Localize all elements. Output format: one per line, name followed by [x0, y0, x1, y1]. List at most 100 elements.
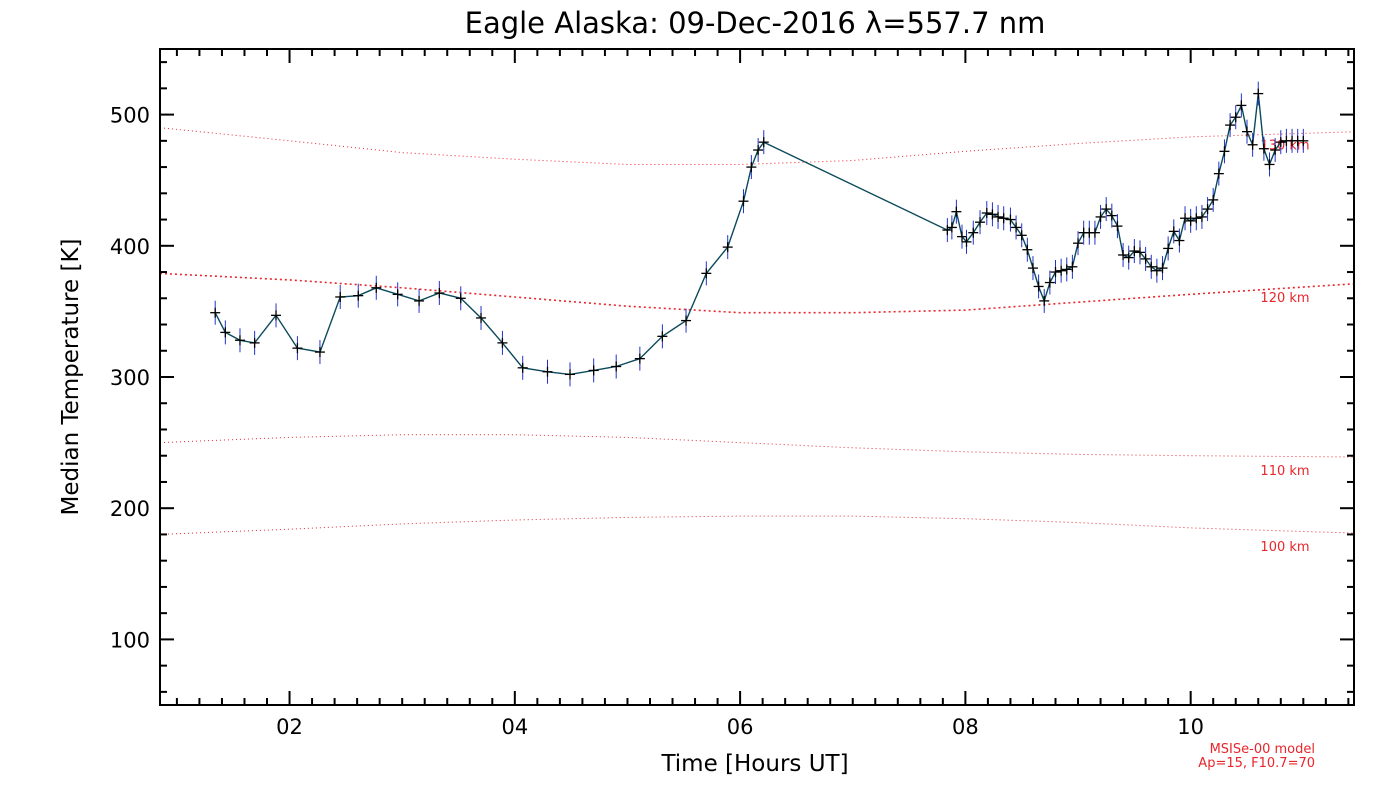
data-point: [392, 282, 403, 307]
data-point: [1056, 258, 1067, 283]
data-point: [1225, 113, 1236, 138]
data-point: [998, 206, 1009, 231]
x-tick-label: 02: [276, 715, 303, 739]
data-point: [722, 235, 733, 260]
data-point: [611, 354, 622, 379]
y-tick-label: 200: [110, 497, 150, 521]
data-point: [1270, 138, 1281, 163]
data-point: [1174, 228, 1185, 253]
data-point: [758, 130, 769, 155]
y-tick-label: 500: [110, 104, 150, 128]
data-point: [1101, 197, 1112, 222]
data-point: [414, 288, 425, 313]
data-point: [1095, 204, 1106, 229]
data-point: [1202, 197, 1213, 222]
data-point: [1106, 203, 1117, 228]
data-point: [588, 358, 599, 383]
data-point: [1219, 139, 1230, 164]
data-point: [753, 138, 764, 163]
data-point: [701, 261, 712, 286]
x-tick-label: 04: [501, 715, 528, 739]
data-point: [1275, 130, 1286, 155]
data-point: [961, 229, 972, 254]
data-point: [987, 202, 998, 227]
model-curve-label: 120 km: [1260, 291, 1309, 306]
data-point: [1118, 242, 1129, 267]
data-point: [951, 199, 962, 224]
data-point: [210, 300, 221, 325]
data-point: [1011, 215, 1022, 240]
model-curve: [159, 272, 1355, 314]
data-point: [371, 275, 382, 300]
model-note-line2: Ap=15, F10.7=70: [1198, 756, 1315, 771]
data-point: [1022, 237, 1033, 262]
model-curve: [159, 127, 1355, 165]
data-point: [476, 305, 487, 330]
model-curve-label: 100 km: [1260, 540, 1309, 555]
data-point: [1061, 257, 1072, 282]
model-curve: [159, 434, 1355, 458]
data-point: [1134, 240, 1145, 265]
axes: 02 04 06 08 10 100 200 300 400 500: [110, 49, 1354, 739]
x-tick-label: 10: [1177, 715, 1204, 739]
data-series: [210, 81, 1309, 387]
data-point: [1163, 236, 1174, 261]
data-point: [975, 210, 986, 235]
data-point: [1241, 119, 1252, 144]
data-point: [314, 340, 325, 365]
data-point: [1196, 204, 1207, 229]
data-point: [1236, 93, 1247, 118]
data-point: [1129, 239, 1140, 264]
data-point: [1050, 260, 1061, 285]
data-point: [292, 336, 303, 361]
data-point: [1039, 288, 1050, 313]
data-point: [1089, 220, 1100, 245]
model-curve: [159, 515, 1355, 535]
x-tick-label: 08: [952, 715, 979, 739]
data-point: [993, 204, 1004, 229]
data-point: [1146, 254, 1157, 279]
data-point: [657, 324, 668, 349]
data-point: [1033, 274, 1044, 299]
data-point: [968, 220, 979, 245]
data-point: [517, 355, 528, 380]
data-point: [981, 201, 992, 225]
data-point: [1264, 152, 1275, 177]
data-point: [1073, 231, 1084, 256]
data-point: [542, 359, 553, 384]
data-point: [1213, 161, 1224, 186]
data-point: [1016, 223, 1027, 248]
data-point: [249, 330, 260, 355]
data-point: [565, 362, 576, 387]
data-point: [746, 155, 757, 180]
data-point: [1247, 132, 1258, 157]
data-point: [942, 218, 953, 243]
data-point: [634, 346, 645, 371]
data-point: [1180, 206, 1191, 231]
data-point: [434, 281, 445, 306]
y-axis-label: Median Temperature [K]: [58, 239, 84, 516]
data-point: [1230, 105, 1241, 130]
data-point: [271, 303, 282, 328]
plot-frame: [159, 48, 1355, 706]
model-curve-label: 110 km: [1260, 464, 1309, 479]
x-axis-label: Time [Hours UT]: [660, 751, 848, 777]
y-tick-label: 400: [110, 235, 150, 259]
data-point: [1027, 256, 1038, 281]
data-point: [946, 215, 957, 240]
x-tick-label: 06: [727, 715, 754, 739]
data-point: [353, 283, 364, 308]
data-point: [1208, 187, 1219, 212]
data-point: [957, 224, 968, 249]
y-tick-label: 100: [110, 628, 150, 652]
data-point: [1298, 128, 1309, 153]
model-note-line1: MSISe-00 model: [1210, 742, 1315, 757]
data-point: [1005, 207, 1016, 232]
data-point: [1157, 256, 1168, 281]
data-point: [220, 320, 231, 345]
data-point: [1123, 245, 1134, 270]
y-tick-label: 300: [110, 366, 150, 390]
data-point: [455, 286, 466, 311]
data-point: [738, 189, 749, 214]
